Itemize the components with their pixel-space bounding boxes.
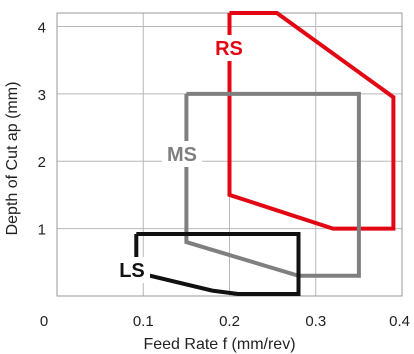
region-rs xyxy=(227,11,396,231)
region-label-ms: MS xyxy=(167,144,197,166)
x-tick-label: 0 xyxy=(40,313,48,330)
x-tick-label: 0.1 xyxy=(133,313,154,330)
region-ms xyxy=(184,91,361,278)
x-axis-ticks: 0 0.1 0.2 0.3 0.4 xyxy=(40,313,410,330)
x-tick-label: 0.2 xyxy=(219,313,240,330)
region-ls xyxy=(134,232,301,296)
y-axis-title: Depth of Cut ap (mm) xyxy=(4,82,21,236)
label-background xyxy=(162,141,202,167)
y-axis-ticks: 1 2 3 4 xyxy=(38,19,46,238)
region-label-ls: LS xyxy=(119,260,145,282)
x-tick-label: 0.4 xyxy=(389,313,410,330)
region-label-rs: RS xyxy=(215,38,243,60)
label-background xyxy=(114,257,150,283)
y-tick-label: 4 xyxy=(38,19,46,36)
y-tick-label: 3 xyxy=(38,87,46,104)
x-axis-title: Feed Rate f (mm/rev) xyxy=(143,336,295,353)
label-background xyxy=(211,35,247,61)
region-labels: RS MS LS xyxy=(114,35,247,283)
y-tick-label: 2 xyxy=(38,154,46,171)
x-tick-label: 0.3 xyxy=(305,313,326,330)
y-tick-label: 1 xyxy=(38,222,46,239)
